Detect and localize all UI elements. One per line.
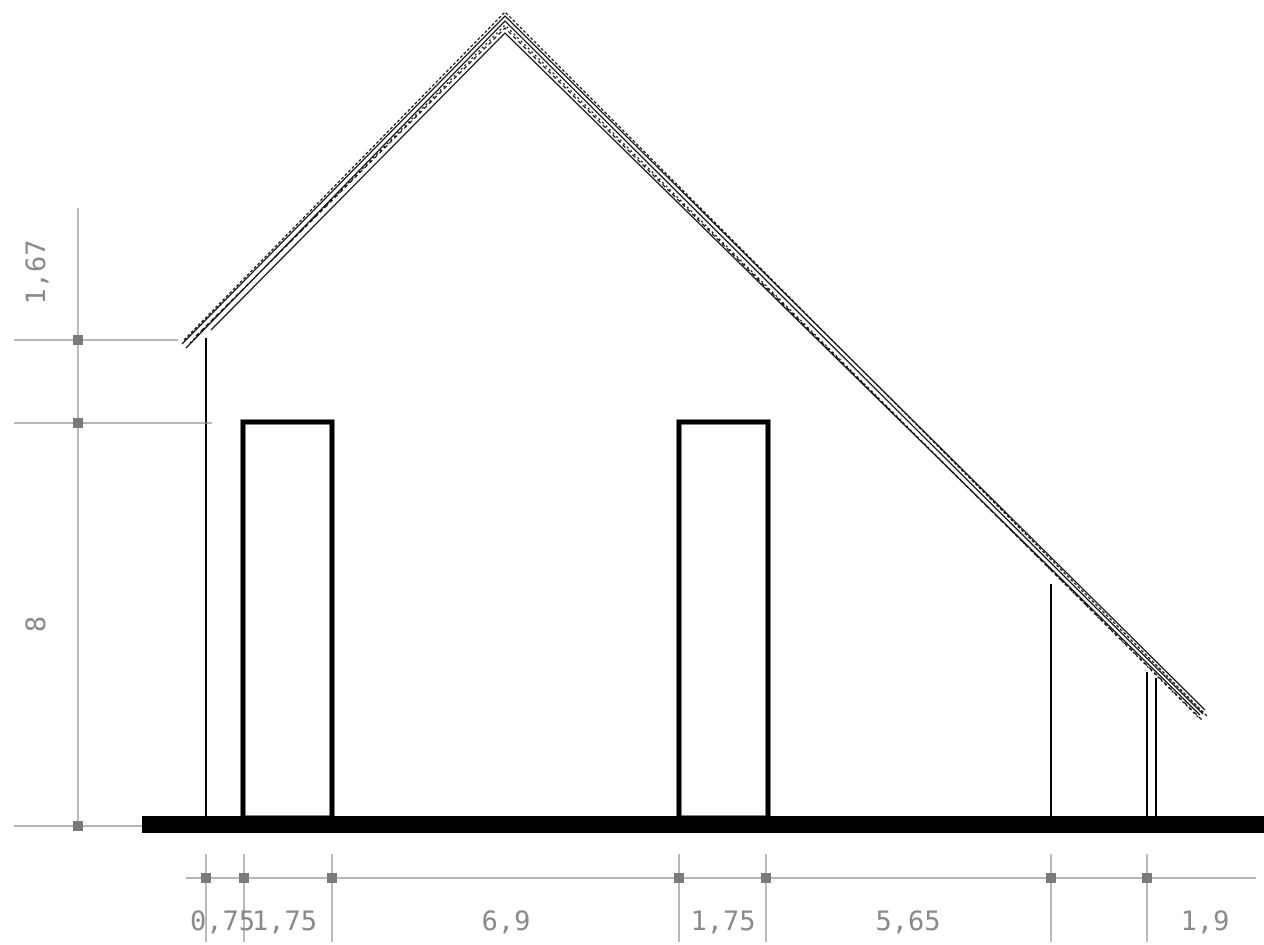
v-tick-top [73,335,83,345]
h-dim-label: 1,75 [690,906,755,937]
v-dim-label: 8 [21,616,52,632]
roof-outer-line-5 [195,27,1203,721]
v-dim-label: 1,67 [21,239,52,304]
door-middle [676,419,771,821]
roof-outer-line-4 [189,24,1199,718]
v-tick-bottom [73,821,83,831]
vertical-dimensions: 1,67 8 [14,208,212,831]
roof [181,11,1208,721]
h-tick [1046,873,1056,883]
h-tick [327,873,337,883]
h-dim-label: 5,65 [875,906,940,937]
h-tick [761,873,771,883]
h-dim-label: 1,75 [252,906,317,937]
h-tick [239,873,249,883]
h-dim-label: 6,9 [482,906,531,937]
roof-outer-line-3 [183,11,1208,717]
horizontal-dimensions: 0,75 1,75 6,9 1,75 5,65 1,9 [186,854,1256,942]
roof-outer-line-1 [181,15,1206,711]
h-tick [674,873,684,883]
v-tick-mid [73,418,83,428]
h-dim-label: 0,75 [190,906,255,937]
h-tick [201,873,211,883]
h-tick [1142,873,1152,883]
ground-line [142,816,1264,833]
h-dim-label: 1,9 [1181,906,1230,937]
door-left [240,419,335,821]
